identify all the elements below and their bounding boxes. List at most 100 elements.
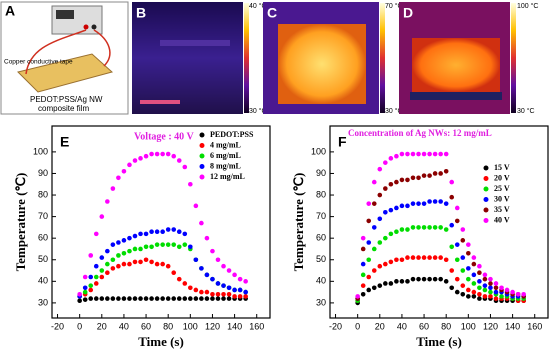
point	[405, 151, 410, 157]
point	[366, 218, 372, 224]
point	[243, 289, 248, 295]
point	[204, 272, 210, 278]
point	[121, 296, 127, 301]
point	[410, 151, 416, 157]
point	[138, 296, 143, 301]
x-tick-label: 60	[419, 321, 429, 331]
point	[127, 235, 132, 241]
legend-label: 30 V	[494, 194, 510, 203]
point	[399, 279, 405, 284]
point	[221, 291, 226, 297]
point	[77, 291, 82, 297]
point	[176, 276, 182, 282]
point	[493, 281, 499, 286]
x-tick-label: 140	[227, 321, 242, 331]
point	[421, 201, 427, 206]
point	[360, 283, 366, 288]
thermal-feature	[160, 40, 230, 46]
color-scale	[244, 3, 249, 113]
point	[488, 281, 493, 286]
point	[232, 287, 237, 293]
point	[488, 276, 493, 282]
x-tick-label: 140	[505, 321, 520, 331]
point	[443, 169, 449, 174]
point	[499, 294, 504, 299]
scale-min: 30 °C	[385, 107, 403, 115]
y-tick-label: 70	[38, 211, 48, 221]
point	[237, 294, 243, 299]
x-tick-label: 0	[355, 321, 360, 331]
point	[410, 255, 416, 260]
point	[405, 227, 410, 232]
point	[438, 276, 443, 282]
point	[477, 291, 482, 297]
legend-marker	[199, 153, 205, 159]
point	[232, 294, 237, 299]
point	[416, 175, 421, 181]
point	[182, 296, 188, 301]
point	[443, 201, 449, 206]
point	[93, 263, 99, 269]
point	[121, 250, 127, 256]
point	[221, 296, 226, 301]
point	[471, 281, 477, 286]
point	[366, 201, 372, 206]
point	[366, 257, 372, 263]
x-tick-label: 160	[527, 321, 542, 331]
legend-label: 20 V	[494, 173, 510, 182]
color-scale	[511, 3, 516, 113]
point	[82, 274, 88, 280]
point	[515, 291, 521, 297]
point	[443, 227, 449, 232]
legend-marker	[483, 176, 489, 181]
point	[482, 276, 488, 282]
point	[143, 244, 149, 250]
point	[176, 244, 182, 250]
point	[482, 287, 488, 293]
x-tick-label: 20	[375, 321, 385, 331]
point	[143, 153, 149, 159]
x-tick-label: -20	[329, 321, 342, 331]
point	[360, 246, 366, 252]
point	[460, 291, 466, 297]
y-tick-label: 30	[38, 297, 48, 307]
display	[56, 10, 74, 19]
point	[388, 207, 394, 213]
point	[160, 261, 165, 267]
point	[182, 281, 188, 286]
panel-label: F	[338, 134, 347, 150]
y-tick-label: 60	[38, 233, 48, 243]
point	[388, 231, 394, 237]
point	[215, 257, 221, 263]
point	[394, 279, 399, 284]
point	[171, 227, 177, 232]
point	[77, 298, 82, 304]
point	[482, 283, 488, 288]
point	[93, 231, 99, 237]
point	[176, 296, 182, 301]
point	[377, 166, 383, 172]
annotation: Concentration of Ag NWs: 12 mg/mL	[348, 128, 492, 138]
point	[383, 186, 388, 191]
point	[377, 216, 383, 222]
point	[132, 246, 138, 252]
legend-marker	[483, 165, 489, 171]
point	[204, 235, 210, 241]
legend-marker	[483, 186, 489, 192]
point	[432, 225, 438, 230]
x-tick-label: 20	[97, 321, 107, 331]
point	[471, 261, 477, 267]
film	[17, 53, 114, 93]
point	[360, 235, 366, 241]
caption: PEDOT:PSS/Ag NW	[30, 95, 103, 104]
point	[399, 227, 405, 232]
point	[237, 276, 243, 282]
point	[421, 276, 427, 282]
point	[138, 246, 143, 252]
point	[160, 242, 165, 247]
point	[171, 242, 177, 247]
point	[454, 218, 460, 224]
point	[371, 179, 377, 185]
y-axis-label: Temperature (℃)	[291, 173, 306, 272]
